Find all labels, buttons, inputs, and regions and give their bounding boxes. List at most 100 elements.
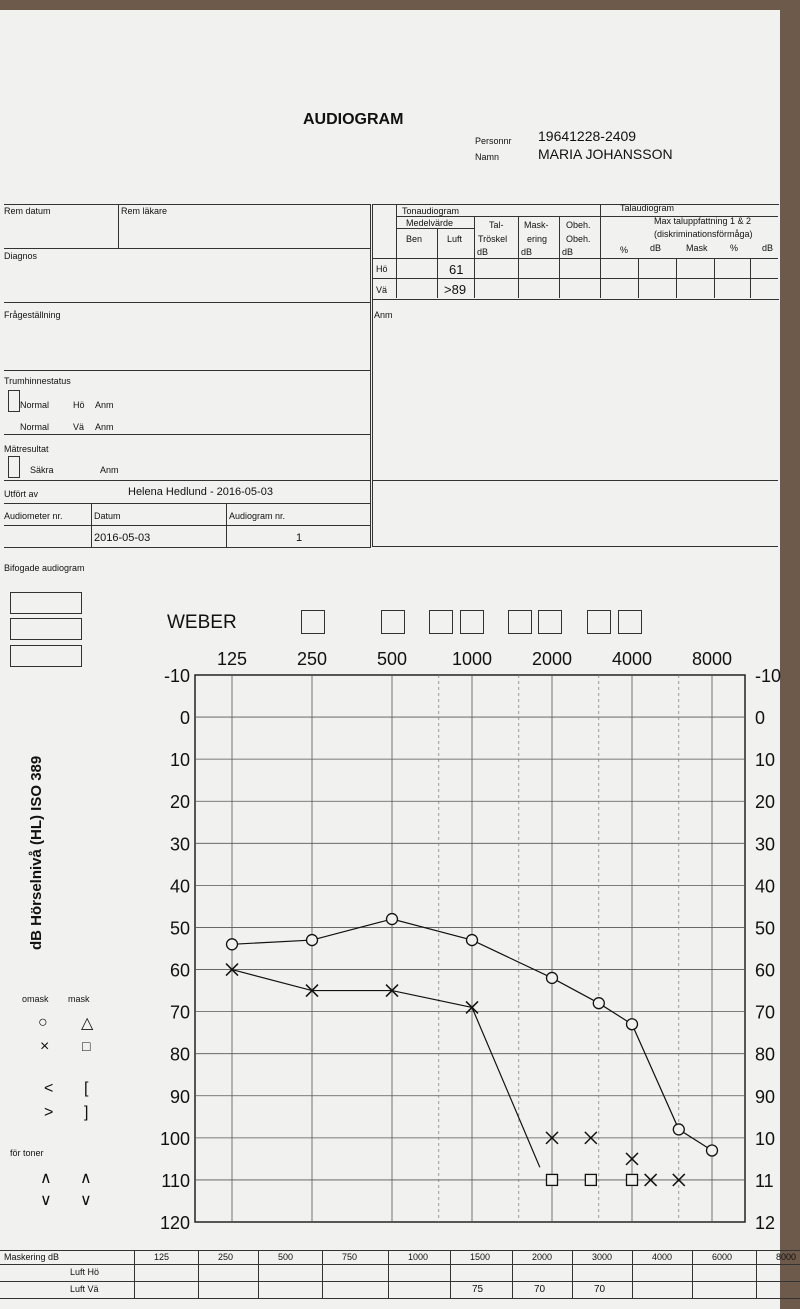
weber-box-1000[interactable] — [460, 610, 484, 634]
masking-freq-header: 2000 — [532, 1252, 553, 1262]
weber-box-2000[interactable] — [538, 610, 562, 634]
y-tick-label: 0 — [180, 708, 190, 728]
masking-freq-header: 4000 — [652, 1252, 673, 1262]
y-tick-label: 20 — [170, 792, 190, 812]
x-tick-label: 500 — [377, 649, 407, 669]
luft-va-value: 70 — [594, 1284, 606, 1295]
masking-freq-header: 500 — [278, 1252, 294, 1262]
bifogade-box-1[interactable] — [10, 592, 82, 614]
x-tick-label: 250 — [297, 649, 327, 669]
y-tick-label: 50 — [170, 918, 190, 938]
y-tick-label-right: 70 — [755, 1003, 775, 1023]
obeh-label-1: Obeh. — [566, 220, 591, 230]
masking-label: Maskering dB — [4, 1252, 60, 1262]
y-tick-label-right: 10 — [755, 1129, 775, 1149]
masking-freq-header: 750 — [342, 1252, 358, 1262]
weber-label: WEBER — [167, 612, 237, 633]
data-point-circle — [625, 1018, 639, 1031]
y-tick-label: 120 — [160, 1213, 190, 1233]
y-tick-label-right: 0 — [755, 708, 765, 728]
diagnos-label: Diagnos — [4, 251, 38, 261]
trumhinnestatus-label: Trumhinnestatus — [4, 376, 71, 386]
ben-label: Ben — [406, 234, 423, 244]
utfort-av-value: Helena Hedlund - 2016-05-03 — [128, 486, 273, 498]
y-tick-label: 100 — [160, 1129, 190, 1149]
talaudiogram-label: Talaudiogram — [620, 203, 675, 213]
x-tick-label: 125 — [217, 649, 247, 669]
y-tick-label: -10 — [164, 666, 190, 686]
datum-label: Datum — [94, 511, 121, 521]
data-point-circle — [592, 997, 605, 1010]
audiogram-nr-label: Audiogram nr. — [229, 511, 286, 521]
mask-label: Mask- — [524, 220, 549, 230]
legend-x-icon: × — [40, 1038, 50, 1055]
luft-va-label: Luft Vä — [70, 1284, 99, 1294]
x-tick-label: 1000 — [452, 649, 492, 669]
masking-freq-header: 6000 — [712, 1252, 733, 1262]
data-point-circle — [225, 938, 239, 951]
legend-caret-down-icon-2: ∨ — [80, 1192, 92, 1209]
y-tick-label: 80 — [170, 1045, 190, 1065]
sakra-label: Säkra — [30, 465, 54, 475]
utfort-av-label: Utfört av — [4, 489, 39, 499]
weber-box-3000[interactable] — [587, 610, 611, 634]
tal-db-label: dB — [477, 247, 489, 257]
data-point-x — [225, 963, 239, 977]
y-tick-label-right: 40 — [755, 876, 775, 896]
data-point-x — [385, 984, 399, 998]
tal-label: Tal- — [489, 220, 504, 230]
db-label-2: dB — [762, 243, 774, 253]
y-tick-label: 90 — [170, 1087, 190, 1107]
luft-va-value: 75 — [472, 1284, 484, 1295]
bifogade-box-2[interactable] — [10, 618, 82, 640]
masking-freq-header: 1000 — [408, 1252, 429, 1262]
weber-box-250[interactable] — [301, 610, 325, 634]
legend-for-toner-label: för toner — [10, 1148, 44, 1158]
legend-mask-label: mask — [68, 994, 90, 1004]
data-point-circle — [465, 933, 479, 947]
weber-box-4000[interactable] — [618, 610, 642, 634]
masking-freq-header: 8000 — [776, 1252, 797, 1262]
va-luft-value: >89 — [444, 282, 467, 297]
personnr-label: Personnr — [475, 136, 512, 146]
masking-freq-header: 125 — [154, 1252, 170, 1262]
y-tick-label-right: 80 — [755, 1045, 775, 1065]
data-point-x — [305, 984, 319, 998]
anm-va-label: Anm — [95, 422, 114, 432]
luft-ho-label: Luft Hö — [70, 1267, 100, 1277]
legend-triangle-icon: △ — [81, 1015, 94, 1032]
data-point-circle — [705, 1144, 719, 1157]
y-tick-label-right: 30 — [755, 834, 775, 854]
legend-circle-icon: ○ — [38, 1014, 48, 1031]
normal-ho-label: Normal — [20, 400, 50, 410]
bifogade-label: Bifogade audiogram — [4, 563, 85, 573]
y-tick-label-right: 10 — [755, 750, 775, 770]
weber-box-750[interactable] — [429, 610, 453, 634]
anm-label: Anm — [374, 310, 393, 320]
namn-value: MARIA JOHANSSON — [538, 146, 673, 162]
bifogade-box-3[interactable] — [10, 645, 82, 667]
sakra-checkbox[interactable] — [8, 456, 20, 478]
audiogram-nr-value: 1 — [296, 532, 303, 544]
ering-label: ering — [527, 234, 548, 244]
y-tick-label: 60 — [170, 961, 190, 981]
luft-label: Luft — [447, 234, 463, 244]
matresultat-label: Mätresultat — [4, 444, 49, 454]
audiometer-nr-label: Audiometer nr. — [4, 511, 63, 521]
masking-freq-header: 3000 — [592, 1252, 613, 1262]
data-point-circle — [305, 933, 319, 947]
legend-caret-up-icon: ∧ — [40, 1170, 52, 1187]
weber-box-1500[interactable] — [508, 610, 532, 634]
x-tick-label: 8000 — [692, 649, 732, 669]
rem-datum-label: Rem datum — [4, 206, 51, 216]
luft-va-value: 70 — [534, 1284, 546, 1295]
row-va-label: Vä — [376, 285, 388, 295]
anm-ho-label: Anm — [95, 400, 114, 410]
normal-ho-checkbox[interactable] — [8, 390, 20, 412]
tonaudiogram-label: Tonaudiogram — [402, 206, 460, 216]
pct-label-1: % — [620, 245, 629, 255]
masking-freq-header: 250 — [218, 1252, 234, 1262]
x-tick-label: 2000 — [532, 649, 572, 669]
data-point-x — [672, 1173, 686, 1187]
weber-box-500[interactable] — [381, 610, 405, 634]
